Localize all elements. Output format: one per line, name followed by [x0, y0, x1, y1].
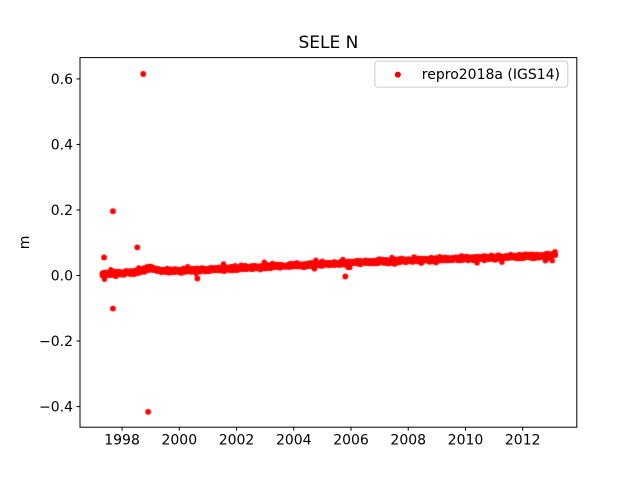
x-tick-label: 2010: [448, 433, 484, 449]
legend: repro2018a (IGS14): [374, 60, 569, 88]
x-tick-label: 2002: [219, 433, 255, 449]
y-tick-label: 0.0: [51, 268, 73, 284]
axes-spines: [79, 57, 578, 428]
y-axis-label: m: [17, 236, 33, 250]
chart-title: SELE N: [298, 33, 358, 53]
y-tick-label: 0.2: [51, 203, 73, 219]
y-tick-label: −0.4: [39, 400, 73, 416]
y-tick-label: 0.4: [51, 137, 73, 153]
x-tick-label: 2012: [505, 433, 541, 449]
x-tick-label: 2006: [333, 433, 369, 449]
x-axis: 1998 2000 2002 2004 2006 2008 2010 2012: [104, 427, 541, 449]
legend-marker-icon: [394, 71, 401, 78]
x-tick-label: 2004: [276, 433, 312, 449]
y-axis: 0.6 0.4 0.2 0.0 −0.2 −0.4: [39, 72, 80, 416]
x-tick-label: 1998: [104, 433, 140, 449]
legend-box: [374, 60, 569, 88]
x-tick-label: 2000: [161, 433, 197, 449]
legend-label: repro2018a (IGS14): [422, 67, 560, 83]
x-tick-label: 2008: [390, 433, 426, 449]
y-tick-label: 0.6: [51, 72, 73, 88]
y-tick-label: −0.2: [39, 334, 73, 350]
